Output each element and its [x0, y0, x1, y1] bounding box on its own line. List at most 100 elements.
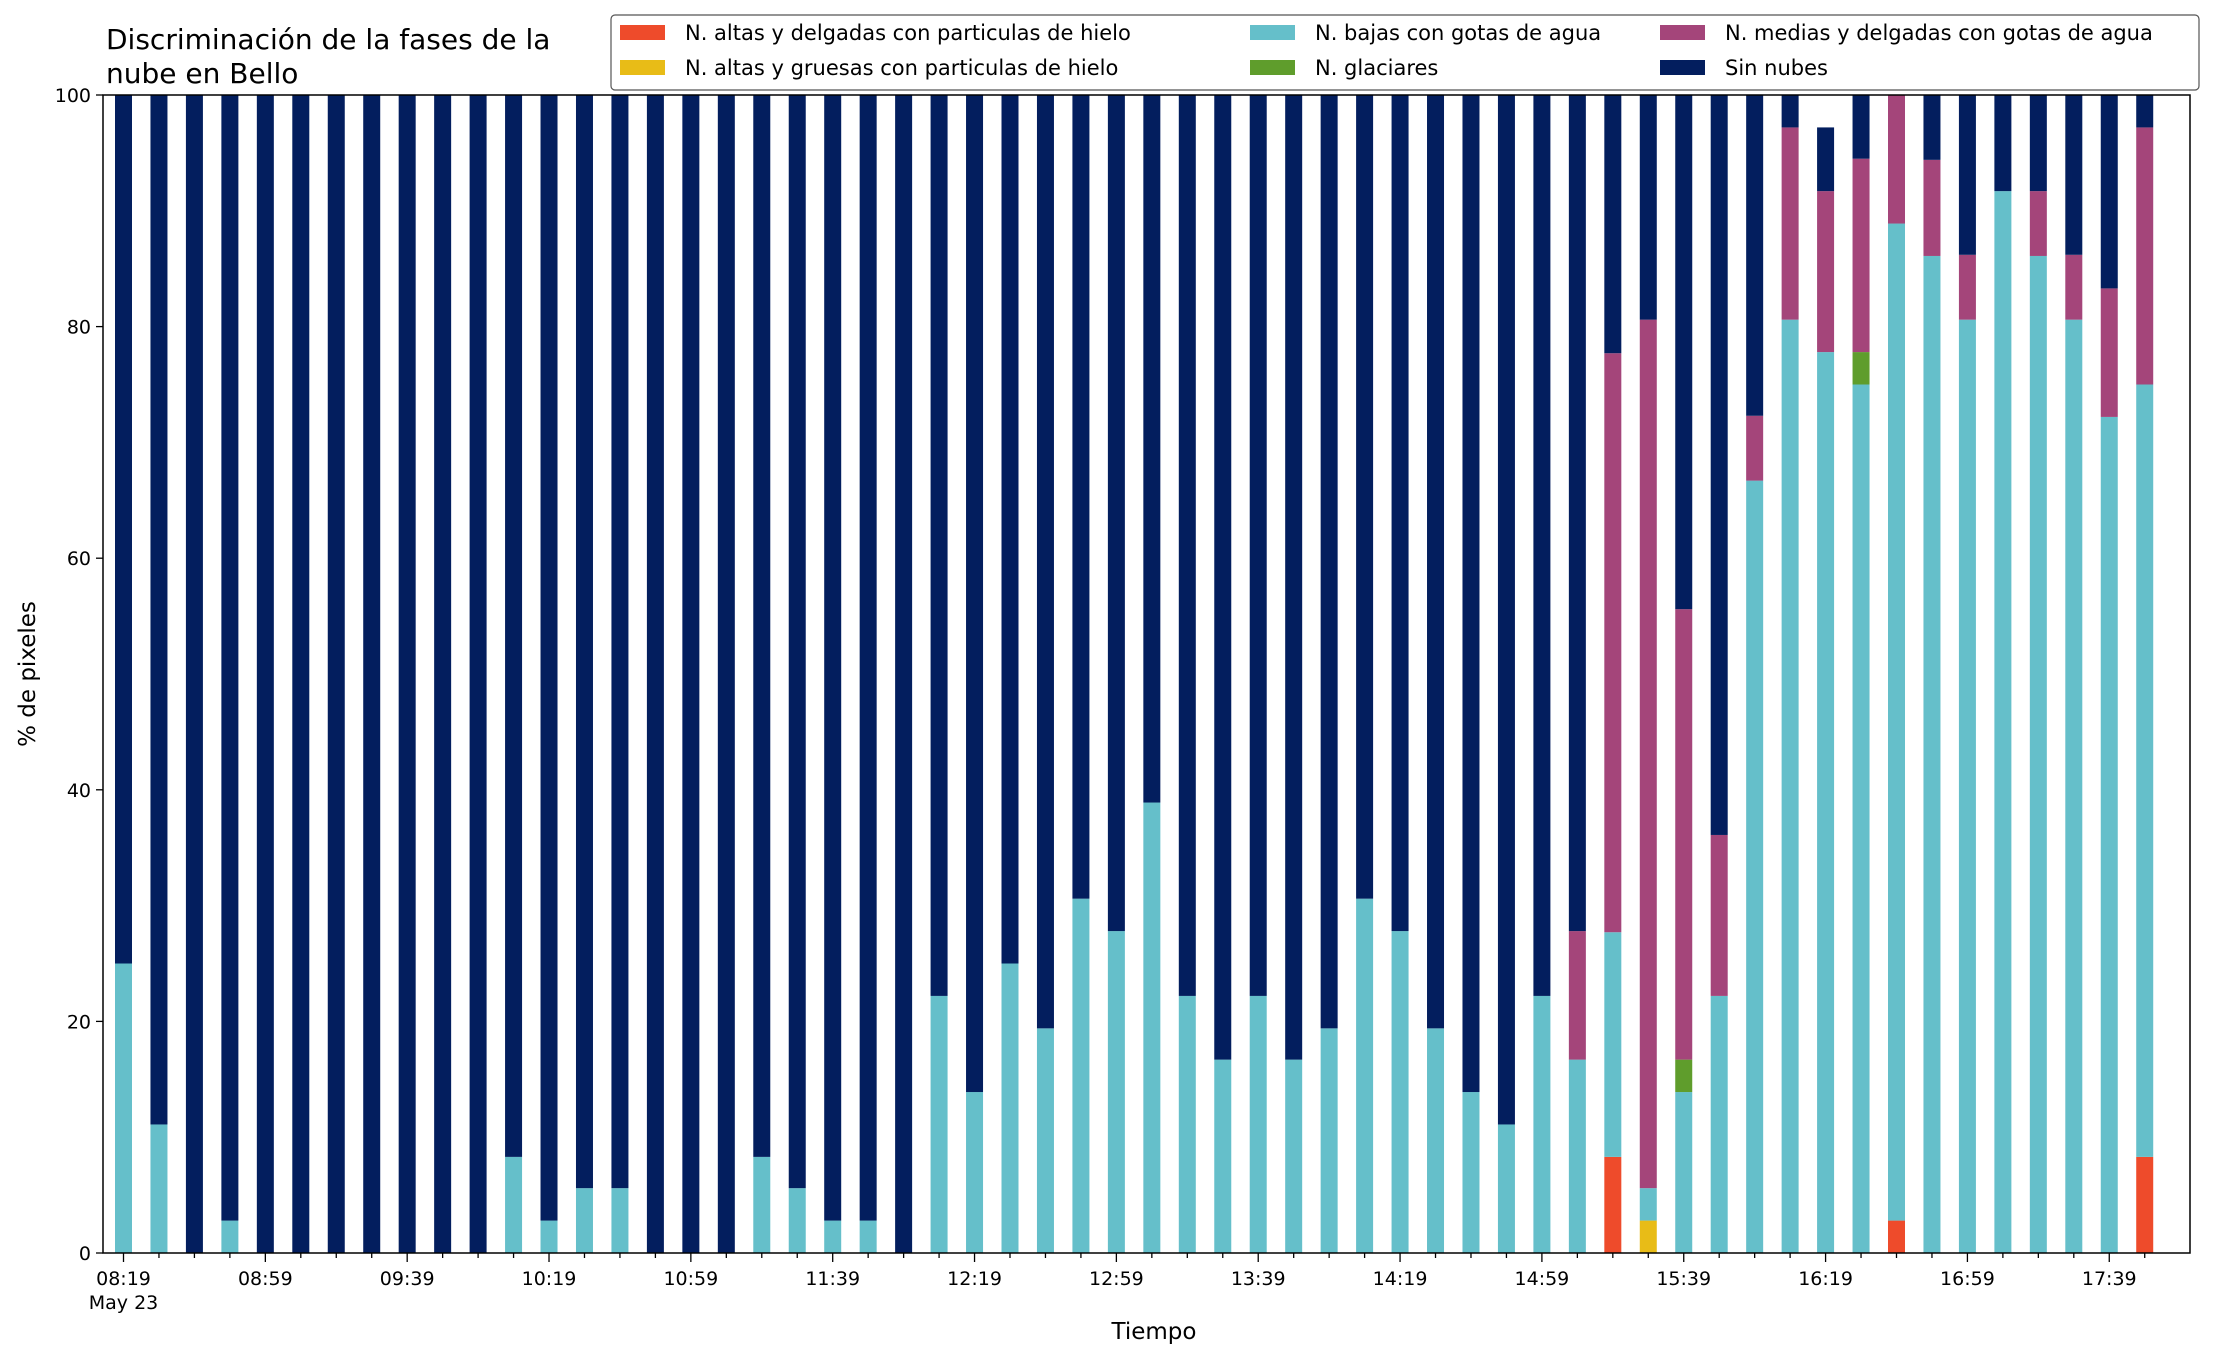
bar-segment-2-1 [150, 1124, 168, 1253]
bar-segment-3-49 [1852, 352, 1870, 385]
bar-segment-4-47 [1781, 127, 1799, 320]
bar-segment-4-45 [1710, 834, 1728, 996]
bar-segment-4-41 [1568, 931, 1586, 1060]
bar-segment-1-43 [1639, 1220, 1657, 1253]
bar-segment-2-55 [2065, 319, 2083, 1253]
legend-swatch-5 [1660, 60, 1705, 75]
legend-label-0: N. altas y delgadas con particulas de hi… [685, 21, 1131, 45]
bar-segment-5-4 [256, 95, 274, 1253]
x-tick-label-12: 16:19 [1798, 1268, 1853, 1290]
bar-segment-2-21 [859, 1220, 877, 1253]
bar-segment-2-25 [1001, 963, 1019, 1253]
bar-segment-2-27 [1072, 898, 1090, 1253]
bar-segment-5-28 [1107, 95, 1125, 932]
x-tick-label-5: 11:39 [805, 1268, 860, 1290]
bar-segment-5-36 [1391, 95, 1409, 932]
bar-segment-2-32 [1249, 995, 1267, 1253]
legend-swatch-4 [1660, 25, 1705, 40]
bar-segment-5-48 [1817, 127, 1835, 192]
bar-segment-5-6 [327, 95, 345, 1253]
bar-segment-2-53 [1994, 191, 2012, 1254]
bar-segment-2-36 [1391, 931, 1409, 1253]
bar-segment-5-44 [1675, 95, 1693, 610]
bar-segment-2-38 [1462, 1092, 1480, 1253]
legend-label-1: N. altas y gruesas con particulas de hie… [685, 56, 1118, 80]
x-tick-sublabel-0: May 23 [89, 1292, 159, 1314]
y-tick-label-1: 20 [67, 1011, 91, 1033]
bar-segment-4-56 [2100, 288, 2118, 417]
bar-segment-5-54 [2029, 95, 2047, 192]
y-tick-label-5: 100 [55, 85, 91, 107]
bar-segment-2-52 [1958, 319, 1976, 1253]
bar-segment-5-37 [1427, 95, 1445, 1029]
bar-segment-2-44 [1675, 1092, 1693, 1253]
bar-segment-5-32 [1249, 95, 1267, 996]
bar-segment-5-26 [1036, 95, 1054, 1029]
y-axis-label: % de pixeles [15, 601, 41, 747]
bar-segment-5-20 [824, 95, 842, 1221]
x-tick-label-14: 17:39 [2082, 1268, 2137, 1290]
bar-segment-4-50 [1888, 95, 1905, 224]
x-tick-label-1: 08:59 [238, 1268, 293, 1290]
y-tick-label-0: 0 [79, 1243, 91, 1265]
bar-segment-2-34 [1320, 1028, 1338, 1253]
x-tick-label-9: 14:19 [1373, 1268, 1428, 1290]
bar-segment-5-11 [505, 95, 523, 1157]
bar-segment-5-13 [575, 95, 593, 1189]
bar-segment-2-49 [1852, 384, 1870, 1253]
bar-segment-5-21 [859, 95, 877, 1221]
x-tick-label-8: 13:39 [1231, 1268, 1286, 1290]
bar-segment-2-24 [966, 1092, 984, 1253]
bar-segment-4-51 [1923, 159, 1941, 256]
legend-swatch-2 [1250, 25, 1295, 40]
x-tick-label-4: 10:59 [663, 1268, 718, 1290]
bar-segment-2-31 [1214, 1059, 1232, 1253]
bar-segment-5-22 [895, 95, 913, 1253]
bar-segment-5-53 [1994, 95, 2012, 192]
bar-segment-5-43 [1639, 95, 1657, 320]
legend-swatch-3 [1250, 60, 1295, 75]
bar-segment-5-10 [469, 95, 487, 1253]
bar-segment-2-43 [1639, 1188, 1657, 1221]
bar-segment-5-23 [930, 95, 948, 996]
bar-segment-2-51 [1923, 255, 1941, 1253]
bar-segment-4-42 [1604, 353, 1622, 933]
bar-segment-4-54 [2029, 191, 2047, 256]
legend-swatch-0 [620, 25, 665, 40]
bar-segment-5-29 [1143, 95, 1161, 803]
bar-segment-5-33 [1285, 95, 1303, 1060]
bar-segment-5-27 [1072, 95, 1090, 899]
x-axis-label: Tiempo [1111, 1319, 1197, 1345]
bar-segment-0-57 [2136, 1156, 2154, 1253]
bar-segment-5-5 [292, 95, 310, 1253]
bar-segment-4-57 [2136, 127, 2154, 385]
bar-segment-4-52 [1958, 254, 1976, 320]
bar-segment-2-12 [540, 1220, 558, 1253]
bar-segment-0-42 [1604, 1156, 1622, 1253]
bar-segment-5-45 [1710, 95, 1728, 835]
legend-frame [610, 14, 2200, 91]
bar-segment-2-39 [1497, 1124, 1515, 1253]
bar-segment-5-46 [1746, 95, 1764, 416]
bar-segment-5-31 [1214, 95, 1232, 1060]
bar-segment-5-57 [2136, 95, 2154, 128]
bar-segment-2-26 [1036, 1028, 1054, 1253]
y-tick-label-4: 80 [67, 317, 91, 339]
bar-segment-5-24 [966, 95, 984, 1093]
bar-segment-2-42 [1604, 932, 1622, 1157]
bar-segment-5-52 [1958, 95, 1976, 255]
bar-segment-4-46 [1746, 415, 1764, 481]
legend-label-3: N. glaciares [1315, 56, 1438, 80]
x-tick-label-13: 16:59 [1940, 1268, 1995, 1290]
bar-segment-2-13 [575, 1188, 593, 1253]
bar-segment-2-29 [1143, 802, 1161, 1253]
bar-segment-2-20 [824, 1220, 842, 1253]
bar-segment-2-23 [930, 995, 948, 1253]
bar-segment-5-47 [1781, 95, 1799, 128]
legend: N. altas y delgadas con particulas de hi… [610, 14, 2200, 91]
bar-segment-5-8 [398, 95, 416, 1253]
bar-segment-5-30 [1178, 95, 1196, 996]
bar-segment-2-54 [2029, 255, 2047, 1253]
